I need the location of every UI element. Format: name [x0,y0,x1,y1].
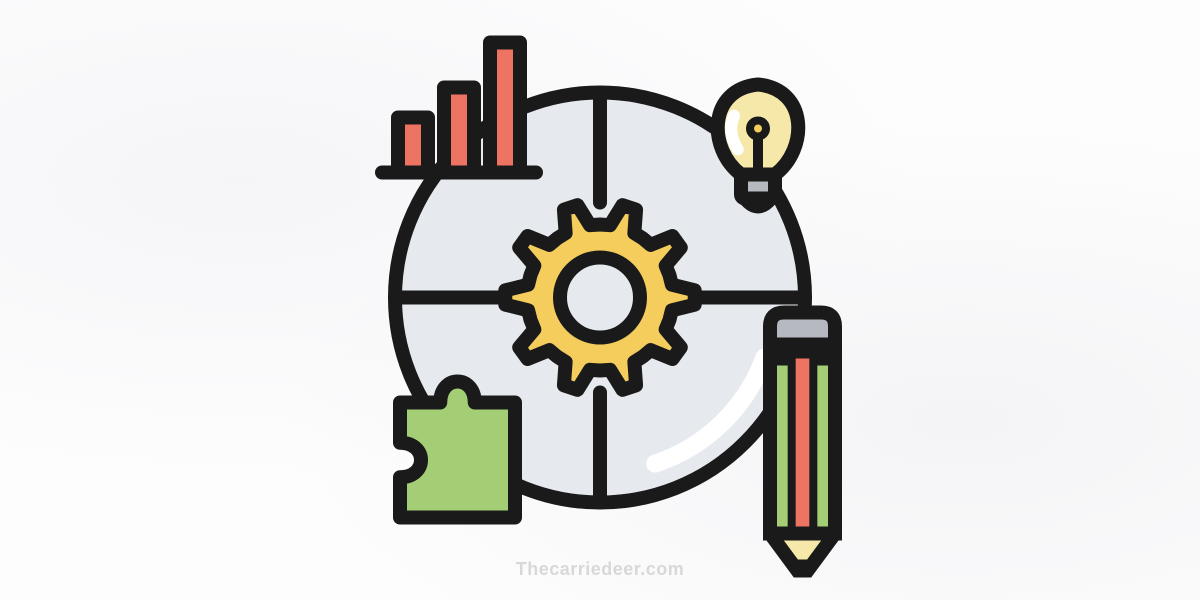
infographic-canvas [320,18,880,583]
watermark-text: Thecarriedeer.com [516,559,685,580]
infographic-svg [320,18,880,578]
